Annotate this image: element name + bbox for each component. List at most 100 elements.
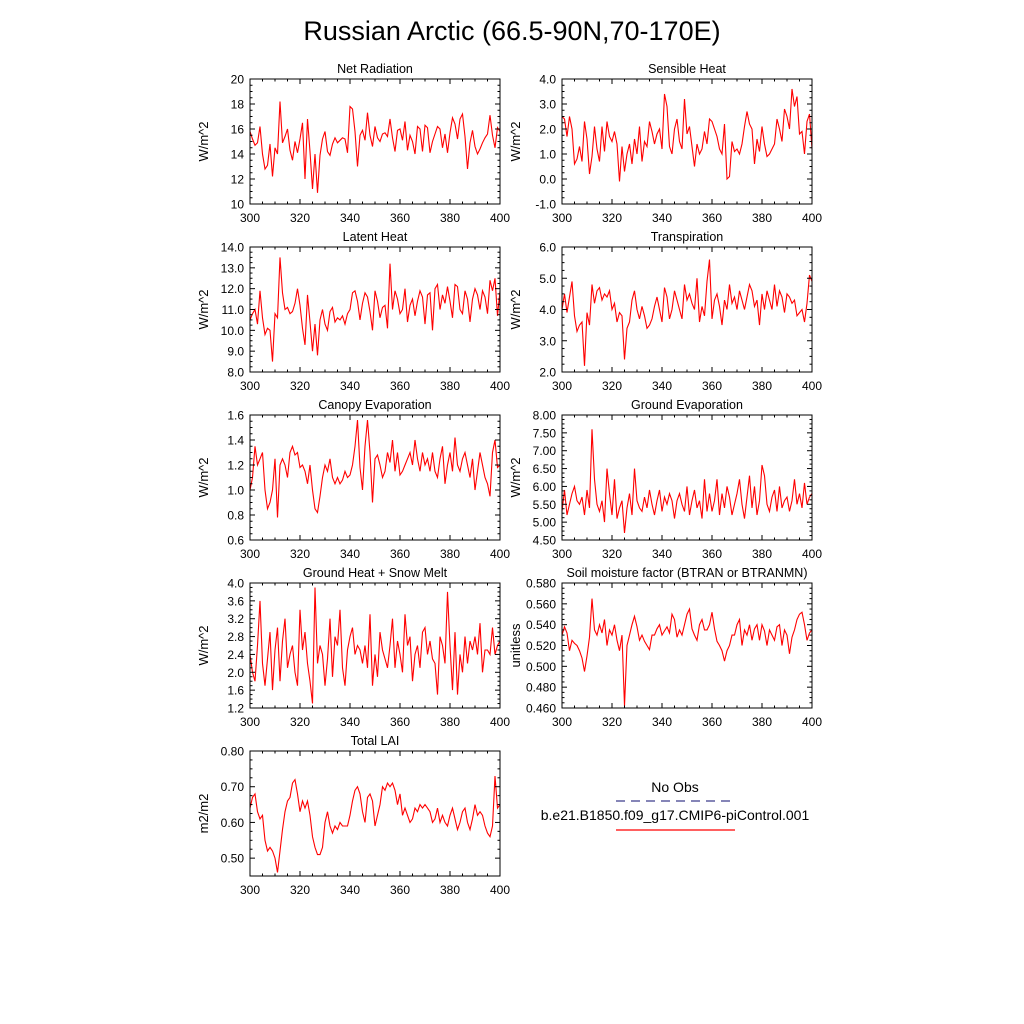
x-tick-label: 360 (702, 547, 722, 561)
series-line (250, 419, 500, 518)
x-tick-label: 340 (340, 211, 360, 225)
y-tick-label: 1.2 (227, 702, 244, 716)
y-tick-label: 2.8 (227, 630, 244, 644)
panel-5: 300 320 340 360 380 400 0.6 0.8 1.0 1.2 1.4 1.6 Cano… (196, 398, 510, 561)
x-tick-label: 300 (552, 379, 572, 393)
y-axis-label: W/m^2 (196, 121, 211, 161)
x-tick-label: 300 (240, 379, 260, 393)
y-axis-label: W/m^2 (196, 625, 211, 665)
y-tick-label: 3.2 (227, 612, 244, 626)
y-tick-label: 4.0 (539, 303, 556, 317)
x-tick-label: 360 (702, 211, 722, 225)
x-tick-label: 300 (240, 883, 260, 897)
x-tick-label: 340 (340, 715, 360, 729)
panel-title: Transpiration (651, 230, 724, 244)
y-tick-label: 18 (231, 98, 245, 112)
y-tick-label: 1.2 (227, 459, 244, 473)
x-tick-label: 400 (802, 379, 822, 393)
y-axis-label: unitless (508, 623, 523, 668)
plot-frame (249, 582, 501, 709)
panel-1: 300 320 340 360 380 400 10 12 14 16 18 20 Net Radiat… (196, 62, 510, 225)
x-tick-label: 340 (340, 379, 360, 393)
series-line (562, 429, 812, 533)
x-tick-label: 360 (390, 379, 410, 393)
y-tick-label: 1.4 (227, 434, 244, 448)
y-tick-label: 6.50 (533, 462, 557, 476)
y-tick-label: 1.0 (539, 148, 556, 162)
y-axis-label: W/m^2 (196, 457, 211, 497)
panel-title: Canopy Evaporation (318, 398, 431, 412)
y-tick-label: 13.0 (221, 261, 245, 275)
y-tick-label: 0.520 (526, 639, 556, 653)
x-tick-label: 380 (752, 547, 772, 561)
plot-frame (561, 246, 813, 373)
x-tick-label: 400 (490, 883, 510, 897)
y-tick-label: 0.500 (526, 660, 556, 674)
legend-obs-label: No Obs (651, 779, 698, 795)
y-tick-label: 4.0 (227, 577, 244, 591)
y-tick-label: 0.80 (221, 745, 245, 759)
y-tick-label: 2.4 (227, 648, 244, 662)
y-tick-label: 1.0 (227, 484, 244, 498)
y-tick-label: 16 (231, 123, 245, 137)
series-line (562, 598, 812, 706)
y-tick-label: 4.0 (539, 73, 556, 87)
x-tick-label: 360 (390, 211, 410, 225)
x-tick-label: 340 (652, 379, 672, 393)
x-tick-label: 320 (290, 715, 310, 729)
panel-9: 300 320 340 360 380 400 0.50 0.60 0.70 0.80 Total … (196, 734, 510, 897)
y-tick-label: 6.0 (539, 241, 556, 255)
y-axis-label: W/m^2 (508, 457, 523, 497)
y-axis-label: W/m^2 (508, 289, 523, 329)
y-tick-label: 10 (231, 198, 245, 212)
y-tick-label: 9.0 (227, 345, 244, 359)
plot-frame (561, 414, 813, 541)
y-axis-label: m2/m2 (196, 794, 211, 834)
x-tick-label: 300 (240, 715, 260, 729)
x-tick-label: 300 (552, 211, 572, 225)
x-tick-label: 400 (802, 715, 822, 729)
x-tick-label: 300 (552, 547, 572, 561)
legend: No Obs b.e21.B1850.f09_g17.CMIP6-piContr… (541, 779, 810, 831)
y-axis-label: W/m^2 (196, 289, 211, 329)
x-tick-label: 360 (702, 379, 722, 393)
series-line (250, 775, 500, 873)
x-tick-label: 400 (802, 547, 822, 561)
y-tick-label: 2.0 (539, 123, 556, 137)
x-tick-label: 340 (340, 547, 360, 561)
y-tick-label: 0.6 (227, 534, 244, 548)
x-tick-label: 320 (602, 715, 622, 729)
y-tick-label: 3.0 (539, 98, 556, 112)
y-tick-label: 5.00 (533, 516, 557, 530)
y-tick-label: 11.0 (222, 303, 245, 317)
y-tick-label: 0.60 (221, 816, 245, 830)
y-tick-label: 7.50 (533, 426, 557, 440)
y-tick-label: 14 (231, 148, 245, 162)
y-tick-label: 0.480 (526, 681, 556, 695)
series-line (250, 257, 500, 362)
legend-model-label: b.e21.B1850.f09_g17.CMIP6-piControl.001 (541, 807, 810, 823)
y-tick-label: 0.460 (526, 702, 556, 716)
y-tick-label: 0.8 (227, 509, 244, 523)
y-tick-label: 2.0 (227, 666, 244, 680)
y-tick-label: 0.50 (221, 852, 245, 866)
y-tick-label: 8.0 (227, 366, 244, 380)
x-tick-label: 320 (290, 883, 310, 897)
panel-title: Sensible Heat (648, 62, 726, 76)
y-tick-label: 7.00 (533, 444, 557, 458)
x-tick-label: 320 (602, 379, 622, 393)
x-tick-label: 360 (390, 883, 410, 897)
x-tick-label: 320 (290, 547, 310, 561)
y-axis-label: W/m^2 (508, 121, 523, 161)
y-tick-label: 0.560 (526, 597, 556, 611)
x-tick-label: 400 (490, 547, 510, 561)
x-tick-label: 400 (490, 715, 510, 729)
x-tick-label: 400 (490, 379, 510, 393)
series-line (250, 101, 500, 193)
panel-4: 300 320 340 360 380 400 2.0 3.0 4.0 5.0 6.0 Transpi… (508, 230, 822, 393)
plot-frame (561, 582, 813, 709)
y-tick-label: 5.0 (539, 272, 556, 286)
x-tick-label: 320 (602, 547, 622, 561)
x-tick-label: 340 (340, 883, 360, 897)
